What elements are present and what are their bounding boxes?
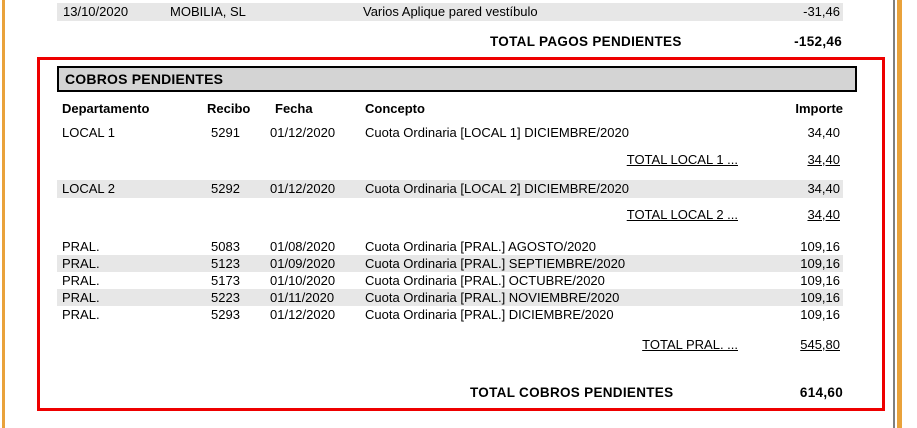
group-total-amount: 34,40 <box>807 207 840 222</box>
row-recibo: 5173 <box>211 273 240 288</box>
row-recibo: 5292 <box>211 181 240 196</box>
group-total-row: TOTAL LOCAL 2 ... 34,40 <box>57 206 843 223</box>
row-fecha: 01/09/2020 <box>270 256 336 271</box>
row-importe: 34,40 <box>807 181 840 196</box>
row-recibo: 5083 <box>211 239 240 254</box>
group-total-row: TOTAL LOCAL 1 ... 34,40 <box>57 151 843 168</box>
table-row: LOCAL 1 5291 01/12/2020 Cuota Ordinaria … <box>57 124 843 142</box>
row-recibo: 5123 <box>211 256 240 271</box>
row-recibo: 5291 <box>211 125 240 140</box>
row-importe: 109,16 <box>800 290 840 305</box>
group-total-label: TOTAL PRAL. ... <box>642 337 738 352</box>
row-importe: 34,40 <box>807 125 840 140</box>
row-recibo: 5223 <box>211 290 240 305</box>
row-concepto: Cuota Ordinaria [PRAL.] DICIEMBRE/2020 <box>365 307 614 322</box>
row-importe: 109,16 <box>800 256 840 271</box>
page-edge-shadow <box>893 0 895 428</box>
row-departamento: PRAL. <box>62 256 100 271</box>
group-total-amount: 34,40 <box>807 152 840 167</box>
col-header-recibo: Recibo <box>207 101 251 116</box>
row-fecha: 01/12/2020 <box>270 125 336 140</box>
section-title-bar: COBROS PENDIENTES <box>57 66 857 92</box>
row-fecha: 01/08/2020 <box>270 239 336 254</box>
group-total-label: TOTAL LOCAL 2 ... <box>626 207 738 222</box>
total-pagos-amount: -152,46 <box>794 34 842 49</box>
row-fecha: 01/12/2020 <box>270 181 336 196</box>
table-row: PRAL. 5223 01/11/2020 Cuota Ordinaria [P… <box>57 289 843 306</box>
row-importe: 109,16 <box>800 273 840 288</box>
total-pagos-row: TOTAL PAGOS PENDIENTES -152,46 <box>57 33 843 50</box>
row-fecha: 01/11/2020 <box>270 290 335 305</box>
table-row: PRAL. 5123 01/09/2020 Cuota Ordinaria [P… <box>57 255 843 272</box>
row-concepto: Cuota Ordinaria [PRAL.] SEPTIEMBRE/2020 <box>365 256 626 271</box>
row-importe: 109,16 <box>800 307 840 322</box>
section-title: COBROS PENDIENTES <box>65 71 224 87</box>
cobros-pendientes-highlight-box <box>37 57 885 411</box>
col-header-fecha: Fecha <box>275 101 313 116</box>
table-row: PRAL. 5293 01/12/2020 Cuota Ordinaria [P… <box>57 306 843 323</box>
group-total-amount: 545,80 <box>800 337 840 352</box>
row-departamento: PRAL. <box>62 307 100 322</box>
row-concepto: Cuota Ordinaria [PRAL.] NOVIEMBRE/2020 <box>365 290 620 305</box>
row-concepto: Cuota Ordinaria [PRAL.] AGOSTO/2020 <box>365 239 596 254</box>
total-pagos-label: TOTAL PAGOS PENDIENTES <box>490 34 682 49</box>
group-total-row: TOTAL PRAL. ... 545,80 <box>57 336 843 353</box>
table-row: LOCAL 2 5292 01/12/2020 Cuota Ordinaria … <box>57 180 843 198</box>
page-border-left <box>2 0 5 428</box>
payment-supplier: MOBILIA, SL <box>170 4 246 19</box>
table-row: PRAL. 5083 01/08/2020 Cuota Ordinaria [P… <box>57 238 843 255</box>
page-border-right <box>897 0 902 428</box>
group-total-label: TOTAL LOCAL 1 ... <box>626 152 738 167</box>
row-departamento: LOCAL 1 <box>62 125 115 140</box>
payment-concept: Varios Aplique pared vestíbulo <box>363 4 538 19</box>
table-row: PRAL. 5173 01/10/2020 Cuota Ordinaria [P… <box>57 272 843 289</box>
total-cobros-label: TOTAL COBROS PENDIENTES <box>470 385 674 400</box>
row-fecha: 01/10/2020 <box>270 273 336 288</box>
row-concepto: Cuota Ordinaria [PRAL.] OCTUBRE/2020 <box>365 273 605 288</box>
total-cobros-row: TOTAL COBROS PENDIENTES 614,60 <box>57 384 843 401</box>
row-departamento: LOCAL 2 <box>62 181 115 196</box>
col-header-departamento: Departamento <box>62 101 150 116</box>
row-departamento: PRAL. <box>62 290 100 305</box>
total-cobros-amount: 614,60 <box>799 385 843 400</box>
payment-amount: -31,46 <box>803 4 840 19</box>
row-concepto: Cuota Ordinaria [LOCAL 2] DICIEMBRE/2020 <box>365 181 629 196</box>
payment-date: 13/10/2020 <box>63 4 129 19</box>
row-importe: 109,16 <box>800 239 840 254</box>
col-header-concepto: Concepto <box>365 101 425 116</box>
col-header-importe: Importe <box>795 101 843 116</box>
row-fecha: 01/12/2020 <box>270 307 336 322</box>
table-header-row: Departamento Recibo Fecha Concepto Impor… <box>57 100 843 117</box>
pending-payment-row: 13/10/2020 MOBILIA, SL Varios Aplique pa… <box>57 3 843 21</box>
row-recibo: 5293 <box>211 307 240 322</box>
row-departamento: PRAL. <box>62 239 100 254</box>
row-departamento: PRAL. <box>62 273 100 288</box>
row-concepto: Cuota Ordinaria [LOCAL 1] DICIEMBRE/2020 <box>365 125 629 140</box>
